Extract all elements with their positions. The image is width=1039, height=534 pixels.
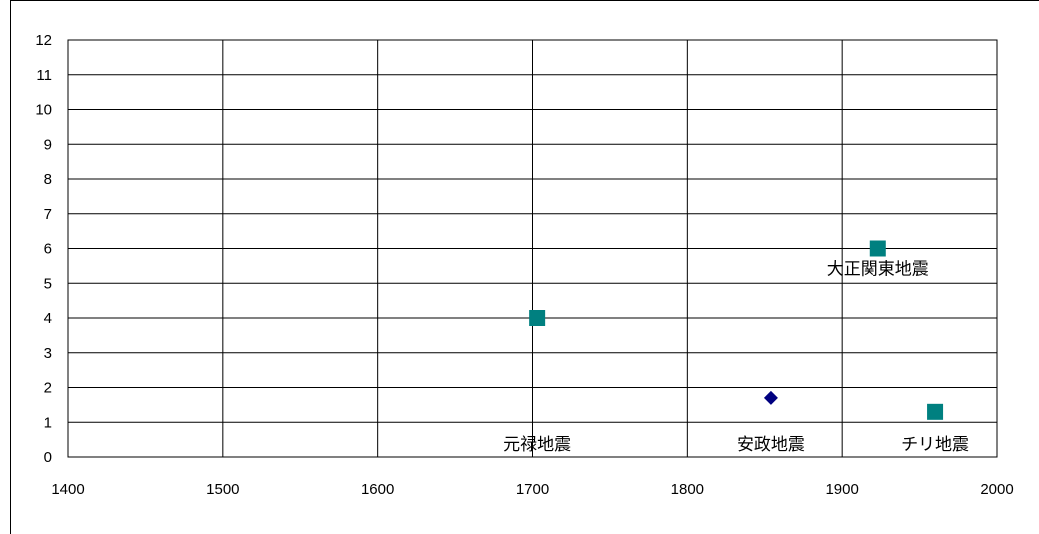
annotation-label: チリ地震 <box>901 435 969 455</box>
x-tick-label: 1800 <box>671 481 704 498</box>
y-tick-label: 8 <box>44 171 52 188</box>
y-tick-label: 12 <box>35 32 52 49</box>
y-tick-label: 11 <box>36 67 52 84</box>
x-tick-label: 1700 <box>516 481 549 498</box>
data-point-square <box>529 310 546 326</box>
annotation-label: 安政地震 <box>737 435 805 455</box>
y-tick-label: 2 <box>44 380 52 397</box>
x-tick-label: 2000 <box>980 481 1013 498</box>
y-tick-label: 1 <box>44 414 52 431</box>
y-tick-label: 4 <box>44 310 52 327</box>
data-points <box>529 240 944 420</box>
x-tick-label: 1500 <box>206 481 239 498</box>
y-tick-label: 6 <box>44 241 52 258</box>
x-tick-label: 1400 <box>51 481 84 498</box>
annotation-label: 元禄地震 <box>503 435 571 455</box>
y-tick-label: 5 <box>44 275 52 292</box>
y-tick-label: 3 <box>44 345 52 362</box>
x-axis-ticks: 1400 1500 1600 1700 1800 1900 2000 <box>51 481 1013 498</box>
data-point-square <box>927 403 944 420</box>
x-tick-label: 1900 <box>825 481 858 498</box>
data-point-diamond <box>763 390 778 405</box>
y-tick-label: 7 <box>44 206 52 223</box>
gridlines <box>67 39 998 458</box>
plot-area <box>67 39 998 458</box>
chart-frame <box>10 0 1039 534</box>
annotation-label: 大正関東地震 <box>827 259 929 279</box>
x-tick-label: 1600 <box>361 481 394 498</box>
y-tick-label: 0 <box>44 449 52 466</box>
y-tick-label: 10 <box>35 102 52 119</box>
data-point-square <box>869 240 886 257</box>
y-tick-label: 9 <box>44 136 52 153</box>
